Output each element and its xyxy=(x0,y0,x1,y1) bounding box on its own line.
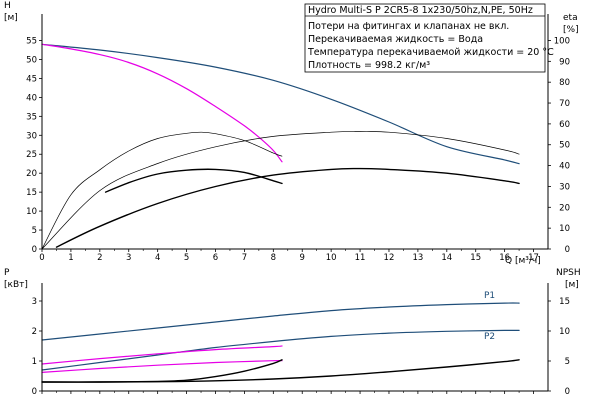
x-tick-label: 12 xyxy=(384,253,395,263)
top-ylabel-left: H xyxy=(4,1,11,11)
bottom-ylabel-left-unit: [кВт] xyxy=(4,280,28,290)
top-x-ticks: 0 1 2 3 4 5 6 7 8 9 10 11 12 13 14 15 16 17 xyxy=(39,249,539,263)
top-y-tick-right-label: 10 xyxy=(559,224,570,234)
top-y-ticks-right: 0 10 20 30 40 50 60 70 80 90 100 xyxy=(548,36,570,255)
top-series-line-1 xyxy=(41,43,283,163)
x-tick-label: 17 xyxy=(528,253,539,263)
x-tick-label: 16 xyxy=(499,253,510,263)
series-label-p1: P1 xyxy=(484,291,495,301)
x-tick-label: 2 xyxy=(97,253,102,263)
bottom-series-group xyxy=(41,302,520,383)
top-y-tick-left-label: 15 xyxy=(26,188,37,198)
top-y-tick-right-label: 40 xyxy=(559,162,570,172)
x-tick-label: 8 xyxy=(271,253,276,263)
bot-y-tick-left-label: 1 xyxy=(32,357,37,367)
x-tick-label: 13 xyxy=(412,253,423,263)
x-tick-label: 1 xyxy=(68,253,73,263)
top-y-tick-left-label: 35 xyxy=(26,112,37,122)
top-ylabel-right-unit: [%] xyxy=(563,25,579,35)
info-line-4: Плотность = 998.2 кг/м³ xyxy=(308,60,430,71)
top-panel: 0 1 2 3 4 5 6 7 8 9 10 11 12 13 14 15 16 17 0510152025303… xyxy=(4,1,579,266)
bot-series-line-3 xyxy=(41,359,283,373)
top-series-line-5 xyxy=(41,131,520,250)
top-y-tick-left-label: 0 xyxy=(32,245,37,255)
x-tick-label: 0 xyxy=(39,253,44,263)
bot-y-tick-right-label: 0 xyxy=(565,387,570,397)
chart-title: Hydro Multi-S P 2CR5-8 1x230/50hz,N,PE, … xyxy=(308,5,533,16)
bot-y-tick-left-label: 0 xyxy=(32,387,37,397)
bot-series-line-1 xyxy=(41,329,520,371)
bot-y-tick-left-label: 2 xyxy=(32,327,37,337)
x-tick-label: 9 xyxy=(300,253,305,263)
top-y-tick-right-label: 60 xyxy=(559,120,570,130)
bot-y-tick-right-label: 5 xyxy=(565,357,570,367)
top-series-group xyxy=(41,43,520,250)
top-y-tick-right-label: 30 xyxy=(559,182,570,192)
bottom-y-ticks-right: 0 5 10 15 xyxy=(548,297,570,397)
top-y-tick-right-label: 90 xyxy=(559,57,570,67)
top-ylabel-left-unit: [м] xyxy=(4,13,18,23)
x-tick-label: 3 xyxy=(126,253,131,263)
bot-series-line-5 xyxy=(41,359,283,383)
x-tick-label: 6 xyxy=(213,253,218,263)
top-xlabel: Q [м³/ч] xyxy=(505,256,541,266)
top-y-tick-left-label: 40 xyxy=(26,93,37,103)
top-y-tick-right-label: 70 xyxy=(559,99,570,109)
info-line-2: Перекачиваемая жидкость = Вода xyxy=(308,34,483,45)
info-line-3: Температура перекачиваемой жидкости = 20… xyxy=(307,47,554,58)
bottom-ylabel-left: P xyxy=(4,268,10,278)
x-tick-label: 5 xyxy=(184,253,189,263)
top-y-tick-left-label: 20 xyxy=(26,169,37,179)
series-label-p2: P2 xyxy=(484,332,495,342)
top-y-tick-left-label: 45 xyxy=(26,74,37,84)
top-y-tick-left-label: 5 xyxy=(32,226,37,236)
bot-series-line-0 xyxy=(41,302,520,341)
info-line-1: Потери на фитингах и клапанах не вкл. xyxy=(308,21,509,32)
bottom-ylabel-right-unit: [м] xyxy=(565,280,579,290)
x-tick-label: 11 xyxy=(355,253,366,263)
bottom-panel: 0 1 2 3 0 5 10 15 P [кВт] NPSH [м] P1 P2 xyxy=(4,268,581,397)
top-y-tick-right-label: 0 xyxy=(565,245,570,255)
top-ylabel-right: eta xyxy=(563,13,578,23)
top-y-tick-right-label: 50 xyxy=(559,141,570,151)
top-y-tick-left-label: 50 xyxy=(26,55,37,65)
bot-y-tick-right-label: 10 xyxy=(559,327,570,337)
bot-series-line-2 xyxy=(41,345,283,365)
top-y-tick-left-label: 30 xyxy=(26,131,37,141)
x-tick-label: 4 xyxy=(155,253,160,263)
top-y-tick-right-label: 100 xyxy=(554,36,570,46)
x-tick-label: 14 xyxy=(441,253,452,263)
info-box xyxy=(304,3,546,73)
top-y-tick-left-label: 55 xyxy=(26,37,37,47)
top-y-tick-left-label: 10 xyxy=(26,207,37,217)
top-series-line-2 xyxy=(55,167,520,248)
bottom-ylabel-right: NPSH xyxy=(556,268,581,278)
bot-y-tick-right-label: 15 xyxy=(559,297,570,307)
bot-y-tick-left-label: 3 xyxy=(32,297,37,307)
top-series-line-3 xyxy=(104,168,283,193)
top-y-tick-right-label: 20 xyxy=(559,203,570,213)
top-y-tick-right-label: 80 xyxy=(559,78,570,88)
top-series-line-4 xyxy=(41,131,283,250)
top-y-tick-left-label: 25 xyxy=(26,150,37,160)
x-tick-label: 15 xyxy=(470,253,481,263)
x-tick-label: 7 xyxy=(242,253,247,263)
x-tick-label: 10 xyxy=(326,253,337,263)
top-series-line-0 xyxy=(41,43,520,165)
